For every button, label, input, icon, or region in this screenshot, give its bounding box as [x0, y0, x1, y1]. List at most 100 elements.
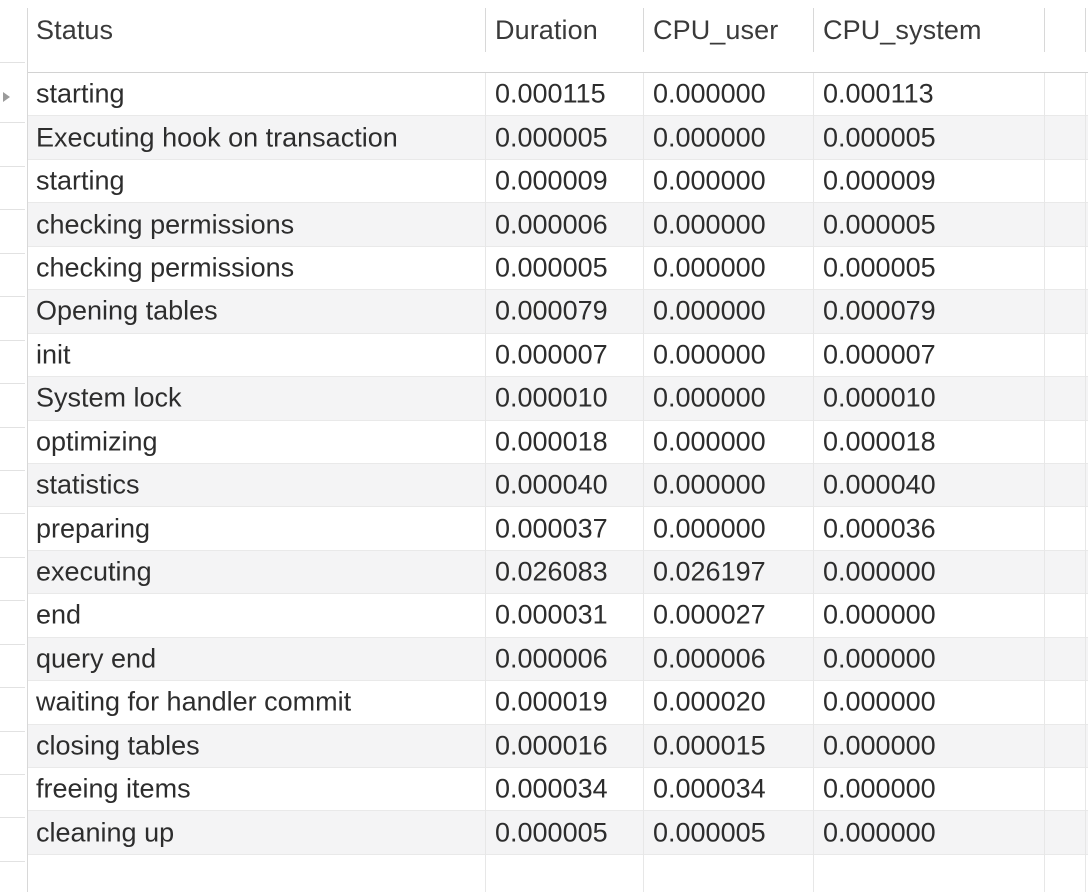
cell-cpu-system[interactable]: 0.000005: [823, 252, 936, 283]
cell-status[interactable]: starting: [36, 78, 125, 109]
cell-cpu-system[interactable]: 0.000000: [823, 773, 936, 804]
cell-cpu-system[interactable]: 0.000005: [823, 122, 936, 153]
cell-status[interactable]: Opening tables: [36, 295, 218, 326]
cell-cpu-user[interactable]: 0.000000: [653, 513, 766, 544]
cell-duration[interactable]: 0.000079: [495, 295, 608, 326]
cell-duration[interactable]: 0.026083: [495, 556, 608, 587]
cell-status[interactable]: query end: [36, 643, 157, 674]
cell-cpu-user[interactable]: 0.000000: [653, 382, 766, 413]
cell-cpu-system[interactable]: 0.000009: [823, 165, 936, 196]
cell-cpu-system[interactable]: 0.000000: [823, 730, 936, 761]
cell-duration[interactable]: 0.000040: [495, 469, 608, 500]
cell-cpu-user[interactable]: 0.000000: [653, 469, 766, 500]
table-row[interactable]: init 0.000007 0.000000 0.000007: [28, 333, 1088, 378]
cell-status[interactable]: cleaning up: [36, 817, 175, 848]
cell-duration[interactable]: 0.000005: [495, 252, 608, 283]
cell-duration[interactable]: 0.000018: [495, 426, 608, 457]
column-header-cpu-user[interactable]: CPU_user: [653, 15, 779, 45]
cell-cpu-user[interactable]: 0.000000: [653, 78, 766, 109]
cell-duration[interactable]: 0.000016: [495, 730, 608, 761]
column-header-status[interactable]: Status: [36, 15, 114, 45]
table-row[interactable]: closing tables 0.000016 0.000015 0.000000: [28, 724, 1088, 769]
cell-status[interactable]: closing tables: [36, 730, 200, 761]
table-row[interactable]: query end 0.000006 0.000006 0.000000: [28, 637, 1088, 682]
cell-cpu-user[interactable]: 0.000034: [653, 773, 766, 804]
cell-cpu-user[interactable]: 0.000000: [653, 295, 766, 326]
cell-status[interactable]: waiting for handler commit: [36, 686, 352, 717]
table-row[interactable]: freeing items 0.000034 0.000034 0.000000: [28, 768, 1088, 812]
table-row[interactable]: executing 0.026083 0.026197 0.000000: [28, 550, 1088, 595]
cell-cpu-user[interactable]: 0.000020: [653, 686, 766, 717]
cell-cpu-system[interactable]: 0.000036: [823, 513, 936, 544]
column-header-duration[interactable]: Duration: [495, 15, 598, 45]
cell-cpu-user[interactable]: 0.000000: [653, 339, 766, 370]
cell-cpu-system[interactable]: 0.000040: [823, 469, 936, 500]
cell-cpu-system[interactable]: 0.000000: [823, 643, 936, 674]
table-row[interactable]: Executing hook on transaction 0.000005 0.0…: [28, 116, 1088, 160]
cell-duration[interactable]: 0.000037: [495, 513, 608, 544]
cell-duration[interactable]: 0.000006: [495, 643, 608, 674]
table-row[interactable]: statistics 0.000040 0.000000 0.000040: [28, 463, 1088, 508]
cell-status[interactable]: starting: [36, 165, 125, 196]
cell-cpu-system[interactable]: 0.000018: [823, 426, 936, 457]
table-row[interactable]: optimizing 0.000018 0.000000 0.000018: [28, 420, 1088, 464]
cell-cpu-user[interactable]: 0.000005: [653, 817, 766, 848]
grid-body: starting 0.000115 0.000000 0.000113 Executin…: [28, 73, 1088, 892]
cell-status[interactable]: optimizing: [36, 426, 158, 457]
column-divider: [1044, 73, 1045, 892]
cell-duration[interactable]: 0.000019: [495, 686, 608, 717]
cell-status[interactable]: System lock: [36, 382, 182, 413]
cell-status[interactable]: end: [36, 599, 82, 630]
cell-duration[interactable]: 0.000005: [495, 817, 608, 848]
cell-status[interactable]: statistics: [36, 469, 140, 500]
cell-cpu-user[interactable]: 0.000015: [653, 730, 766, 761]
header-divider: [1085, 8, 1086, 52]
table-row[interactable]: System lock 0.000010 0.000000 0.000010: [28, 377, 1088, 421]
cell-duration[interactable]: 0.000031: [495, 599, 608, 630]
cell-status[interactable]: checking permissions: [36, 209, 295, 240]
cell-cpu-system[interactable]: 0.000007: [823, 339, 936, 370]
cell-cpu-system[interactable]: 0.000079: [823, 295, 936, 326]
cell-duration[interactable]: 0.000010: [495, 382, 608, 413]
cell-cpu-user[interactable]: 0.000027: [653, 599, 766, 630]
cell-cpu-user[interactable]: 0.026197: [653, 556, 766, 587]
cell-status[interactable]: init: [36, 339, 71, 370]
cell-cpu-system[interactable]: 0.000113: [823, 78, 934, 109]
cell-status[interactable]: preparing: [36, 513, 151, 544]
column-divider: [643, 73, 644, 892]
table-row[interactable]: starting 0.000009 0.000000 0.000009: [28, 159, 1088, 204]
cell-duration[interactable]: 0.000005: [495, 122, 608, 153]
table-row[interactable]: end 0.000031 0.000027 0.000000: [28, 594, 1088, 638]
cell-cpu-system[interactable]: 0.000005: [823, 209, 936, 240]
cell-duration[interactable]: 0.000006: [495, 209, 608, 240]
cell-cpu-system[interactable]: 0.000010: [823, 382, 936, 413]
cell-duration[interactable]: 0.000007: [495, 339, 608, 370]
cell-cpu-user[interactable]: 0.000000: [653, 209, 766, 240]
cell-status[interactable]: executing: [36, 556, 152, 587]
table-row[interactable]: checking permissions 0.000005 0.000000 0.00…: [28, 246, 1088, 291]
table-row[interactable]: Opening tables 0.000079 0.000000 0.000079: [28, 290, 1088, 334]
cell-duration[interactable]: 0.000115: [495, 78, 606, 109]
cell-cpu-user[interactable]: 0.000000: [653, 426, 766, 457]
cell-cpu-system[interactable]: 0.000000: [823, 556, 936, 587]
cell-status[interactable]: freeing items: [36, 773, 191, 804]
cell-cpu-user[interactable]: 0.000000: [653, 252, 766, 283]
gutter-tick: [0, 209, 25, 211]
cell-status[interactable]: checking permissions: [36, 252, 295, 283]
cell-cpu-user[interactable]: 0.000000: [653, 165, 766, 196]
cell-duration[interactable]: 0.000009: [495, 165, 608, 196]
cell-cpu-system[interactable]: 0.000000: [823, 817, 936, 848]
column-header-cpu-system[interactable]: CPU_system: [823, 15, 982, 45]
table-row[interactable]: waiting for handler commit 0.000019 0.0000…: [28, 681, 1088, 725]
gutter-tick: [0, 383, 25, 385]
table-row[interactable]: checking permissions 0.000006 0.000000 0.00…: [28, 203, 1088, 247]
table-row[interactable]: cleaning up 0.000005 0.000005 0.000000: [28, 811, 1088, 855]
cell-status[interactable]: Executing hook on transaction: [36, 122, 398, 153]
cell-cpu-user[interactable]: 0.000000: [653, 122, 766, 153]
table-row[interactable]: starting 0.000115 0.000000 0.000113: [28, 73, 1088, 117]
cell-cpu-user[interactable]: 0.000006: [653, 643, 766, 674]
cell-cpu-system[interactable]: 0.000000: [823, 599, 936, 630]
table-row[interactable]: preparing 0.000037 0.000000 0.000036: [28, 507, 1088, 551]
cell-duration[interactable]: 0.000034: [495, 773, 608, 804]
cell-cpu-system[interactable]: 0.000000: [823, 686, 936, 717]
